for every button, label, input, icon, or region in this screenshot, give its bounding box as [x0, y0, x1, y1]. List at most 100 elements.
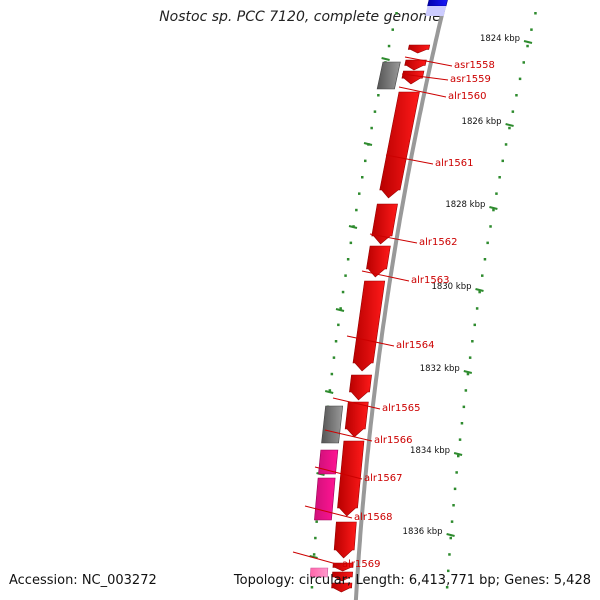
gene-callout-line: [304, 505, 353, 519]
outer-minor-tick: [391, 28, 394, 31]
scale-minor-tick: [515, 94, 518, 97]
gene-label: alr1560: [448, 91, 486, 102]
outer-minor-tick: [395, 12, 398, 15]
gray-feature-block: [321, 405, 344, 444]
scale-label: 1826 kbp: [462, 117, 502, 127]
scale-major-tick: [523, 40, 533, 44]
outer-major-tick: [348, 225, 358, 229]
outer-minor-tick: [361, 176, 364, 179]
scale-minor-tick: [460, 422, 464, 425]
gene-callout-line: [398, 86, 447, 98]
gene-callout-line: [385, 154, 434, 165]
gene-label: alr1569: [342, 559, 380, 570]
scale-minor-tick: [449, 536, 452, 540]
scale-minor-tick: [478, 290, 481, 294]
scale-minor-tick: [486, 241, 489, 245]
scale-minor-tick: [483, 258, 487, 261]
blue-feature-shade: [425, 6, 447, 16]
outer-minor-tick: [328, 389, 332, 392]
forward-gene-arrow: [371, 203, 398, 245]
scale-minor-tick: [526, 44, 529, 48]
outer-minor-tick: [364, 159, 367, 163]
forward-gene-arrow: [379, 91, 420, 199]
outer-minor-tick: [310, 586, 314, 589]
scale-major-tick: [489, 206, 498, 210]
gene-label: asr1559: [450, 74, 491, 85]
accession-label: Accession: NC_003272: [9, 573, 157, 588]
outer-minor-tick: [370, 126, 373, 130]
gene-label: alr1562: [419, 237, 457, 248]
scale-minor-tick: [452, 504, 455, 507]
outer-minor-tick: [334, 340, 338, 343]
pink-feature-block: [314, 477, 336, 521]
outer-minor-tick: [312, 553, 316, 556]
scale-minor-tick: [471, 340, 474, 343]
forward-gene-arrow: [332, 562, 354, 572]
scale-minor-tick: [495, 192, 498, 195]
forward-gene-arrow: [401, 70, 425, 85]
forward-gene-arrow: [404, 59, 427, 71]
gene-label: alr1564: [396, 340, 434, 351]
gene-callout-line: [314, 466, 363, 480]
forward-gene-arrow: [349, 374, 372, 401]
scale-major-tick: [505, 123, 514, 127]
scale-label: 1832 kbp: [420, 364, 460, 374]
scale-minor-tick: [450, 520, 454, 523]
scale-minor-tick: [481, 274, 484, 277]
outer-minor-tick: [377, 94, 380, 97]
scale-minor-tick: [530, 28, 533, 31]
scale-major-tick: [475, 288, 484, 292]
gene-label: alr1565: [382, 403, 420, 414]
outer-minor-tick: [330, 372, 334, 376]
scale-minor-tick: [464, 389, 468, 392]
genome-backbone: [353, 0, 448, 600]
outer-minor-tick: [344, 274, 347, 277]
scale-minor-tick: [534, 12, 537, 15]
forward-gene-arrow: [344, 401, 369, 438]
pink-feature-block: [318, 449, 339, 475]
outer-major-tick: [324, 390, 334, 394]
light-pink-feature-block: [309, 567, 329, 578]
scale-label: 1828 kbp: [445, 200, 485, 210]
gene-label: asr1558: [454, 60, 495, 71]
scale-minor-tick: [455, 471, 458, 474]
scale-minor-tick: [522, 61, 525, 64]
outer-minor-tick: [346, 258, 350, 261]
gene-callout-line: [324, 429, 373, 442]
outer-minor-tick: [387, 44, 391, 48]
gene-callout-line: [361, 270, 410, 282]
scale-major-tick: [463, 370, 473, 374]
scale-minor-tick: [468, 356, 472, 359]
outer-minor-tick: [314, 536, 317, 540]
gene-label: alr1567: [364, 473, 402, 484]
forward-gene-arrow: [352, 280, 386, 372]
scale-label: 1834 kbp: [410, 446, 450, 456]
scale-minor-tick: [492, 208, 495, 212]
outer-minor-tick: [355, 208, 358, 212]
gene-callout-line: [332, 397, 381, 410]
scale-minor-tick: [448, 553, 451, 556]
outer-minor-tick: [315, 520, 318, 523]
outer-major-tick: [309, 555, 318, 559]
scale-minor-tick: [447, 569, 450, 573]
forward-gene-arrow: [333, 521, 357, 559]
scale-minor-tick: [445, 586, 449, 589]
scale-minor-tick: [473, 323, 476, 327]
blue-feature-block: [427, 0, 448, 7]
outer-minor-tick: [341, 290, 345, 294]
outer-minor-tick: [337, 323, 340, 327]
scale-minor-tick: [466, 372, 470, 376]
scale-minor-tick: [458, 438, 462, 441]
genome-title: Nostoc sp. PCC 7120, complete genome: [159, 9, 441, 25]
gene-label: alr1568: [354, 512, 392, 523]
outer-minor-tick: [349, 241, 353, 245]
gray-feature-block: [376, 61, 401, 90]
forward-gene-arrow: [407, 44, 431, 54]
gene-callout-line: [346, 335, 395, 347]
gene-callout-line: [292, 551, 341, 566]
scale-minor-tick: [453, 487, 457, 491]
scale-minor-tick: [462, 405, 466, 409]
outer-minor-tick: [332, 356, 336, 359]
